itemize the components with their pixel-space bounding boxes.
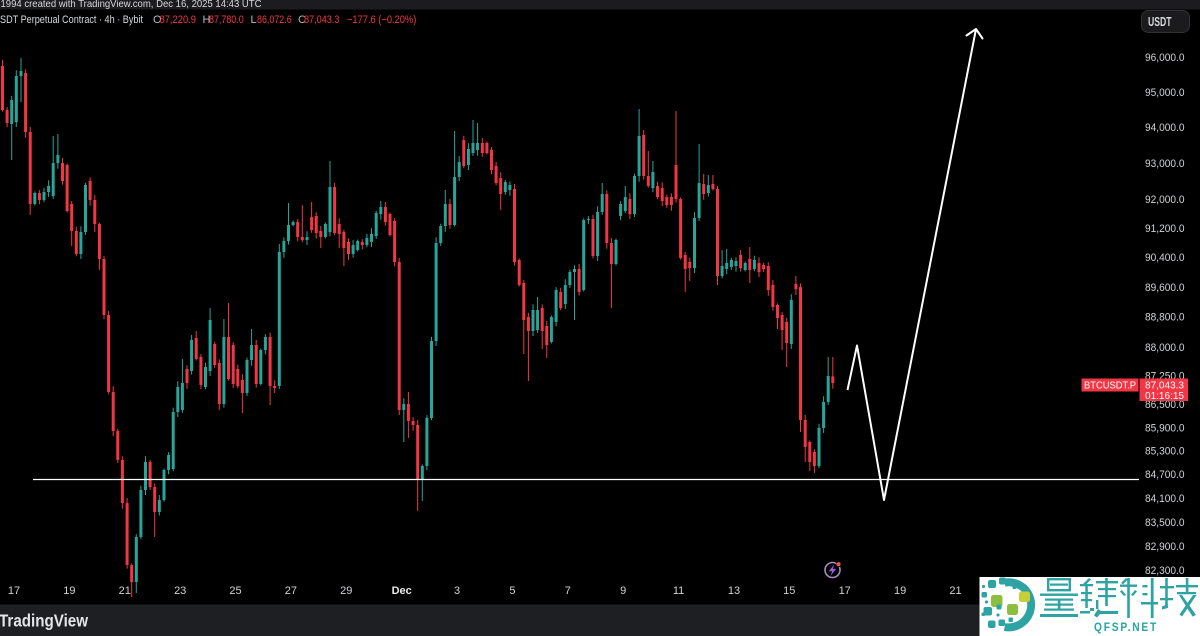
svg-text:17: 17 bbox=[8, 585, 20, 597]
svg-text:85,900.0: 85,900.0 bbox=[1145, 422, 1185, 434]
svg-text:13: 13 bbox=[728, 585, 740, 597]
svg-text:19: 19 bbox=[63, 585, 75, 597]
svg-text:21: 21 bbox=[949, 585, 961, 597]
svg-text:O: O bbox=[153, 14, 162, 26]
svg-text:1994 created with TradingView.: 1994 created with TradingView.com, Dec 1… bbox=[1, 0, 262, 10]
svg-text:27: 27 bbox=[285, 585, 297, 597]
svg-text:88,000.0: 88,000.0 bbox=[1145, 342, 1185, 354]
svg-text:86,072.6: 86,072.6 bbox=[257, 14, 292, 26]
svg-text:SDT Perpetual Contract · 4h ·: SDT Perpetual Contract · 4h · Bybit bbox=[0, 14, 143, 26]
svg-text:H: H bbox=[203, 14, 211, 26]
svg-text:5: 5 bbox=[509, 585, 515, 597]
svg-text:−177.6 (−0.20%): −177.6 (−0.20%) bbox=[347, 14, 416, 26]
svg-text:86,500.0: 86,500.0 bbox=[1145, 399, 1185, 411]
svg-text:94,000.0: 94,000.0 bbox=[1145, 122, 1185, 134]
svg-text:C: C bbox=[298, 14, 306, 26]
svg-text:90,400.0: 90,400.0 bbox=[1145, 252, 1185, 264]
svg-text:91,200.0: 91,200.0 bbox=[1145, 223, 1185, 235]
svg-text:92,000.0: 92,000.0 bbox=[1145, 194, 1185, 206]
svg-text:85,300.0: 85,300.0 bbox=[1145, 446, 1185, 458]
svg-text:17: 17 bbox=[839, 585, 851, 597]
svg-text:88,800.0: 88,800.0 bbox=[1145, 312, 1185, 324]
svg-text:23: 23 bbox=[174, 585, 186, 597]
svg-text:82,300.0: 82,300.0 bbox=[1145, 565, 1185, 577]
svg-text:84,100.0: 84,100.0 bbox=[1145, 493, 1185, 505]
svg-text:87,043.3: 87,043.3 bbox=[304, 14, 339, 26]
svg-text:96,000.0: 96,000.0 bbox=[1145, 52, 1185, 64]
svg-text:87,220.9: 87,220.9 bbox=[160, 14, 197, 26]
svg-text:87,043.3: 87,043.3 bbox=[1145, 380, 1184, 392]
svg-text:11: 11 bbox=[673, 585, 684, 597]
svg-text:9: 9 bbox=[620, 585, 626, 597]
svg-text:TradingView: TradingView bbox=[0, 611, 88, 631]
svg-text:QFSP.NET: QFSP.NET bbox=[1094, 622, 1158, 634]
svg-text:83,500.0: 83,500.0 bbox=[1145, 517, 1185, 529]
svg-text:Dec: Dec bbox=[392, 585, 412, 597]
svg-text:29: 29 bbox=[340, 585, 352, 597]
svg-text:89,600.0: 89,600.0 bbox=[1145, 282, 1185, 294]
svg-text:21: 21 bbox=[119, 585, 131, 597]
svg-text:7: 7 bbox=[565, 585, 571, 597]
svg-text:19: 19 bbox=[894, 585, 906, 597]
svg-text:01:16:15: 01:16:15 bbox=[1145, 390, 1184, 402]
svg-text:25: 25 bbox=[229, 585, 241, 597]
svg-text:L: L bbox=[251, 14, 257, 26]
svg-text:95,000.0: 95,000.0 bbox=[1145, 87, 1185, 99]
svg-text:82,900.0: 82,900.0 bbox=[1145, 541, 1185, 553]
svg-text:3: 3 bbox=[454, 585, 460, 597]
svg-text:87,780.0: 87,780.0 bbox=[209, 14, 244, 26]
svg-text:BTCUSDT.P: BTCUSDT.P bbox=[1084, 380, 1136, 392]
svg-text:93,000.0: 93,000.0 bbox=[1145, 158, 1185, 170]
svg-text:15: 15 bbox=[783, 585, 795, 597]
svg-text:USDT: USDT bbox=[1148, 15, 1172, 29]
svg-text:84,700.0: 84,700.0 bbox=[1145, 469, 1185, 481]
